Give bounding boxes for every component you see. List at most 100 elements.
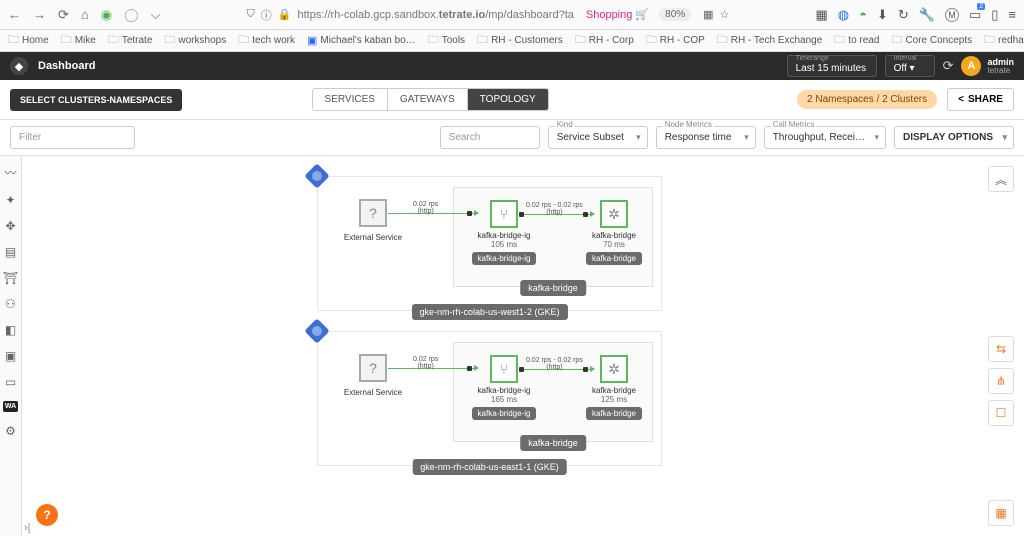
search-input[interactable] [440, 126, 540, 149]
download-icon[interactable]: ⬇ [877, 7, 888, 23]
star-icon[interactable]: ☆ [720, 8, 730, 21]
bookmark-item[interactable]: 🗀RH - Tech Exchange [717, 31, 823, 50]
display-options-select[interactable]: DISPLAY OPTIONS [894, 126, 1014, 149]
sidebar-wa-icon[interactable]: WA [3, 401, 18, 412]
bookmark-item[interactable]: ▣Michael's kaban bo… [307, 34, 416, 47]
timerange-dropdown[interactable]: Timerange Last 15 minutes [787, 55, 877, 77]
bookmark-item[interactable]: 🗀RH - Corp [575, 31, 634, 50]
select-clusters-button[interactable]: SELECT CLUSTERS-NAMESPACES [10, 89, 182, 111]
namespace-box: kafka-bridge⑂kafka-bridge-ig105 mskafka-… [453, 187, 653, 287]
grid-icon[interactable]: ▦ [815, 7, 827, 23]
gateway-icon: ⑂ [490, 200, 518, 228]
zoom-badge[interactable]: 80% [659, 8, 691, 21]
home-icon[interactable]: ⌂ [81, 7, 89, 23]
service-node[interactable]: ✲kafka-bridge125 mskafka-bridge [584, 355, 644, 420]
reload-icon[interactable]: ⟳ [58, 7, 69, 23]
share-button[interactable]: < SHARE [947, 88, 1014, 111]
calendar-button[interactable]: ▦ [988, 500, 1014, 526]
sidebar-table-icon[interactable]: ▤ [5, 245, 16, 259]
bookmark-item[interactable]: 🗀RH - Customers [477, 31, 563, 50]
ext2-icon[interactable]: ◯ [124, 7, 139, 23]
edge-label: 0.02 rps - 0.02 rps(http) [526, 202, 583, 216]
refresh-icon[interactable]: ⟳ [943, 58, 954, 74]
kind-select[interactable]: KindService Subset [548, 126, 648, 149]
layout-button-3[interactable]: ☐ [988, 400, 1014, 426]
left-sidebar: 〰 ✦ ✥ ▤ ⛩ ⚇ ◧ ▣ ▭ WA ⚙ [0, 156, 22, 536]
sidebar-settings-icon[interactable]: ⚙ [5, 424, 16, 438]
gateway-icon: ⑂ [490, 355, 518, 383]
bookmark-item[interactable]: 🗀Mike [61, 31, 96, 50]
node-metrics-select[interactable]: Node MetricsResponse time [656, 126, 756, 149]
ns-count-pill[interactable]: 2 Namespaces / 2 Clusters [797, 90, 937, 109]
menu-icon[interactable]: ≡ [1008, 7, 1016, 22]
sidebar-collapse-icon[interactable]: ›| [24, 522, 31, 534]
namespace-box: kafka-bridge⑂kafka-bridge-ig165 mskafka-… [453, 342, 653, 442]
right-icons: ▦ ◍ ◓ ⬇ ↻ 🔧 M ▭ ▯ ≡ [815, 7, 1016, 23]
lock-icon: 🔒 [278, 8, 292, 21]
bookmark-item[interactable]: 🗀Tetrate [108, 31, 153, 50]
filter-bar: KindService Subset Node MetricsResponse … [0, 120, 1024, 156]
edge-label: 0.02 rps(http) [413, 201, 438, 215]
shopping-tag[interactable]: Shopping 🛒 [586, 8, 649, 21]
cluster-icon [304, 163, 329, 188]
sidebar-card-icon[interactable]: ▭ [5, 375, 16, 389]
view-tabs: SERVICESGATEWAYSTOPOLOGY [312, 88, 549, 111]
bookmark-item[interactable]: 🗀RH - COP [646, 31, 705, 50]
scroll-top-button[interactable]: ︽ [988, 166, 1014, 192]
shield2-icon[interactable]: ◓ [859, 7, 867, 22]
m-icon[interactable]: M [945, 8, 959, 22]
sidebar-columns-icon[interactable]: ⛩ [3, 271, 18, 285]
layout-button-2[interactable]: ⋔ [988, 368, 1014, 394]
back-icon[interactable]: ← [8, 7, 21, 23]
user-menu[interactable]: A admin tetrate [961, 56, 1014, 76]
url-bar[interactable]: ⛉ ⓘ 🔒 https://rh-colab.gcp.sandbox.tetra… [171, 7, 806, 23]
ext1-icon[interactable]: ◉ [101, 7, 112, 23]
help-button[interactable]: ? [36, 504, 58, 526]
cluster-icon [304, 318, 329, 343]
topology-canvas[interactable]: ›| ? ︽ ⇆ ⋔ ☐ ▦ gke-nm-rh-colab-us-west1-… [22, 156, 1024, 536]
bookmark-item[interactable]: 🗀Tools [428, 31, 465, 50]
edge-label: 0.02 rps(http) [413, 356, 438, 370]
container-icon[interactable]: ▭ [969, 7, 981, 23]
nav-icons: ← → ⟳ ⌂ ◉ ◯ ⌵ [8, 7, 161, 23]
edge-label: 0.02 rps - 0.02 rps(http) [526, 357, 583, 371]
service-icon: ✲ [600, 200, 628, 228]
bookmark-item[interactable]: 🗀Home [8, 31, 49, 50]
main: 〰 ✦ ✥ ▤ ⛩ ⚇ ◧ ▣ ▭ WA ⚙ ›| ? ︽ ⇆ ⋔ ☐ ▦ gk… [0, 156, 1024, 536]
service-node[interactable]: ✲kafka-bridge70 mskafka-bridge [584, 200, 644, 265]
filter-input[interactable] [10, 126, 135, 149]
external-node[interactable]: ?External Service [338, 199, 408, 242]
namespace-label: kafka-bridge [520, 280, 586, 296]
library-icon[interactable]: ▯ [991, 7, 998, 23]
bookmark-item[interactable]: 🗀workshops [164, 31, 226, 50]
external-node[interactable]: ?External Service [338, 354, 408, 397]
bookmark-item[interactable]: 🗀redhat-tabs [984, 31, 1024, 50]
call-metrics-select[interactable]: Call MetricsThroughput, Recei… [764, 126, 886, 149]
pocket-icon[interactable]: ⌵ [151, 7, 161, 23]
service-icon: ✲ [600, 355, 628, 383]
sidebar-graph-icon[interactable]: ✦ [5, 193, 15, 207]
sidebar-puzzle-icon[interactable]: ✥ [5, 219, 15, 233]
bookmarks-bar: 🗀Home 🗀Mike 🗀Tetrate 🗀workshops 🗀tech work ▣M… [0, 30, 1024, 52]
bookmark-item[interactable]: 🗀to read [834, 31, 879, 50]
sidebar-lock-icon[interactable]: ◧ [5, 323, 16, 337]
forward-icon[interactable]: → [33, 7, 46, 23]
bookmark-item[interactable]: 🗀tech work [238, 31, 295, 50]
layout-button-1[interactable]: ⇆ [988, 336, 1014, 362]
cluster-label: gke-nm-rh-colab-us-east1-1 (GKE) [412, 459, 567, 475]
onepw-icon[interactable]: ◍ [838, 7, 849, 23]
tab-services[interactable]: SERVICES [313, 89, 388, 110]
tab-topology[interactable]: TOPOLOGY [468, 89, 548, 110]
tab-gateways[interactable]: GATEWAYS [388, 89, 468, 110]
history-icon[interactable]: ↻ [898, 7, 909, 23]
shield-icon: ⛉ [247, 8, 255, 21]
sidebar-db-icon[interactable]: ▣ [5, 349, 16, 363]
interval-dropdown[interactable]: Interval Off ▾ [885, 55, 935, 77]
sidebar-tree-icon[interactable]: ⚇ [5, 297, 16, 311]
sidebar-overview-icon[interactable]: 〰 [4, 164, 16, 181]
wrench-icon[interactable]: 🔧 [919, 7, 935, 23]
apps-icon[interactable]: ▦ [703, 8, 713, 21]
app-logo[interactable]: ◆ [10, 57, 28, 75]
cluster-panel: gke-nm-rh-colab-us-west1-2 (GKE)kafka-br… [317, 176, 662, 311]
bookmark-item[interactable]: 🗀Core Concepts [891, 31, 972, 50]
